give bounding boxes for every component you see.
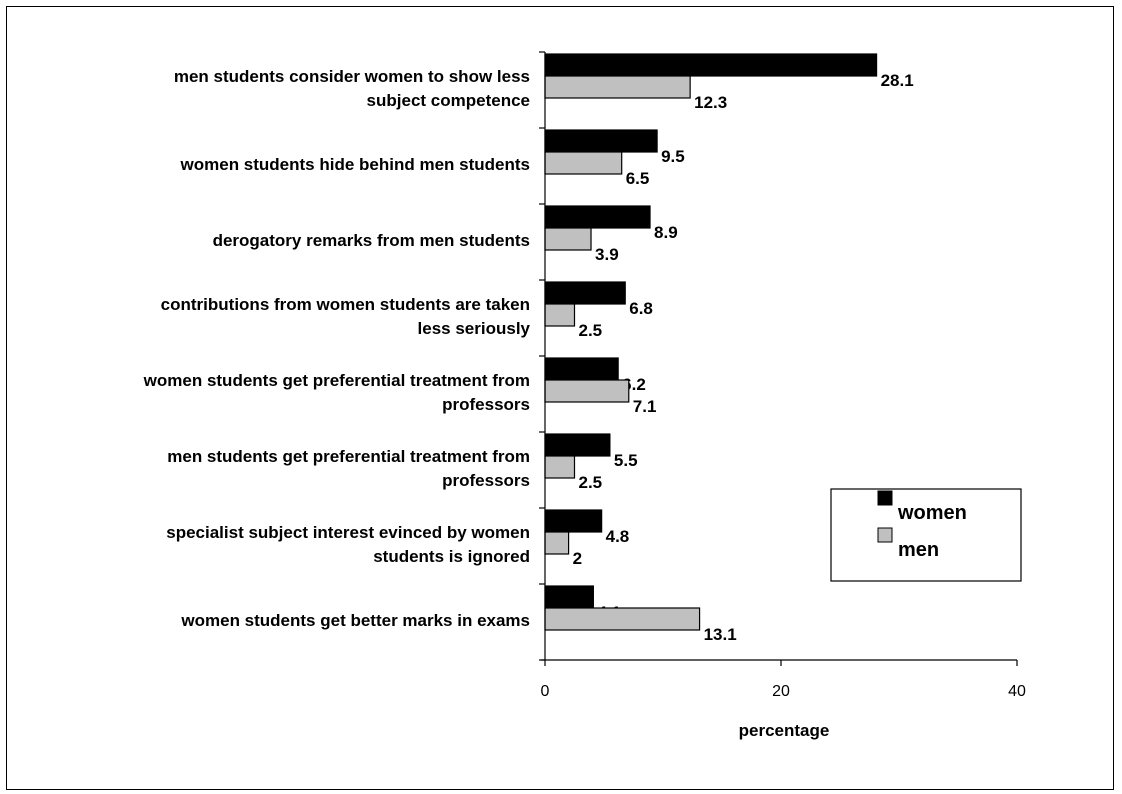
category-label: subject competence: [367, 91, 530, 110]
category-label: women students get preferential treatmen…: [143, 371, 530, 390]
bar-women: [544, 205, 651, 229]
data-label-women: 8.9: [654, 223, 678, 242]
category-label: professors: [442, 395, 530, 414]
category-label: men students consider women to show less: [174, 67, 530, 86]
category-label: men students get preferential treatment …: [167, 447, 530, 466]
category-label: professors: [442, 471, 530, 490]
legend-label-women: women: [897, 502, 967, 524]
category-label: women students hide behind men students: [180, 155, 530, 174]
data-label-men: 2: [573, 549, 582, 568]
bar-men: [544, 379, 630, 403]
bar-women: [544, 129, 658, 153]
x-tick-label: 40: [1008, 683, 1026, 700]
data-label-women: 28.1: [881, 71, 914, 90]
data-label-men: 2.5: [579, 473, 603, 492]
bar-men: [544, 227, 592, 251]
data-label-men: 6.5: [626, 169, 650, 188]
category-label: students is ignored: [373, 547, 530, 566]
bar-men: [544, 455, 576, 479]
x-tick-label: 0: [541, 683, 550, 700]
x-axis-title: percentage: [739, 721, 830, 740]
data-label-men: 12.3: [694, 93, 727, 112]
bar-women: [544, 585, 594, 609]
category-label: derogatory remarks from men students: [213, 231, 530, 250]
legend-box: [830, 488, 1022, 582]
category-label: specialist subject interest evinced by w…: [166, 523, 530, 542]
data-label-men: 13.1: [704, 625, 737, 644]
bar-men: [544, 303, 576, 327]
data-label-women: 5.5: [614, 451, 638, 470]
bar-men: [544, 151, 623, 175]
bar-men: [544, 75, 691, 99]
x-tick-label: 20: [772, 683, 790, 700]
data-label-men: 3.9: [595, 245, 619, 264]
legend-swatch-women: [877, 490, 893, 506]
category-label: less seriously: [418, 319, 531, 338]
bar-women: [544, 433, 611, 457]
data-label-men: 2.5: [579, 321, 603, 340]
bar-women: [544, 357, 619, 381]
bar-men: [544, 607, 701, 631]
bar-women: [544, 509, 603, 533]
legend-label-men: men: [898, 539, 939, 561]
legend-swatch-men: [877, 527, 893, 543]
bar-women: [544, 281, 626, 305]
data-label-women: 6.8: [629, 299, 653, 318]
bar-men: [544, 531, 570, 555]
data-label-men: 7.1: [633, 397, 657, 416]
category-label: women students get better marks in exams: [180, 611, 530, 630]
data-label-women: 4.8: [606, 527, 630, 546]
bar-women: [544, 53, 878, 77]
category-label: contributions from women students are ta…: [161, 295, 530, 314]
data-label-women: 9.5: [661, 147, 685, 166]
